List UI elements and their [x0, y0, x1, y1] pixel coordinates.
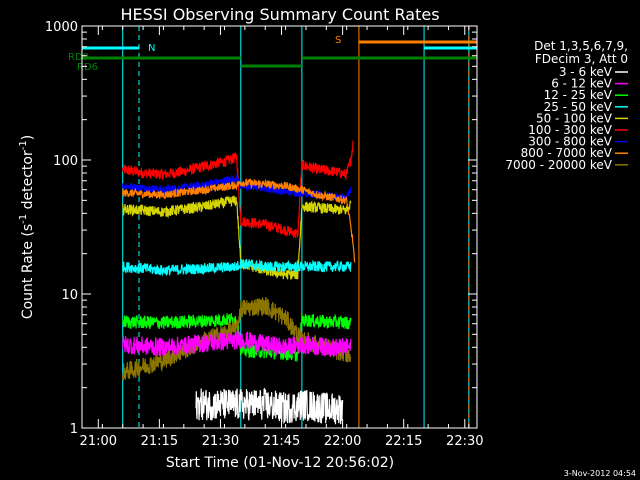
legend-entry-label: 6 - 12 keV: [551, 77, 613, 91]
series-line: [122, 140, 354, 239]
legend-entry-label: 50 - 100 keV: [536, 111, 613, 125]
x-tick-label: 21:00: [80, 434, 117, 449]
legend-entry-label: 800 - 7000 keV: [521, 146, 613, 160]
y-axis-label-sup: -1: [18, 214, 29, 224]
series-line: [122, 258, 352, 277]
series-lines: [122, 140, 356, 425]
x-tick-label: 22:30: [446, 434, 483, 449]
legend-entry-label: 25 - 50 keV: [544, 100, 613, 114]
legend-entry-label: 100 - 300 keV: [528, 123, 612, 137]
flag-bar-label: S: [335, 35, 341, 46]
legend-entry-label: 12 - 25 keV: [544, 88, 613, 102]
flag-bar-label: RD6: [77, 62, 98, 73]
legend-header-line: FDecim 3, Att 0: [535, 52, 628, 66]
y-axis-label-part: ): [20, 135, 36, 140]
y-axis: 1 10 100 1000: [45, 20, 477, 437]
x-tick-label: 22:00: [324, 434, 361, 449]
x-tick-label: 21:30: [202, 434, 239, 449]
y-tick-label: 1: [70, 422, 78, 437]
marker-lines: [122, 26, 470, 428]
x-axis: 21:00 21:15 21:30 21:45 22:00 22:15 22:30: [80, 26, 484, 449]
y-axis-label: Count Rate (s-1 detector-1): [18, 135, 36, 319]
y-tick-label: 1000: [45, 20, 78, 35]
series-line: [122, 195, 352, 280]
flag-bar-label: RD0: [68, 52, 89, 63]
series-line: [195, 387, 344, 425]
flag-bar-label: N: [148, 43, 155, 54]
legend: Det 1,3,5,6,7,9, FDecim 3, Att 0 3 - 6 k…: [505, 39, 628, 172]
x-axis-label: Start Time (01-Nov-12 20:56:02): [166, 455, 394, 471]
x-tick-label: 21:45: [263, 434, 300, 449]
legend-header-line: Det 1,3,5,6,7,9,: [534, 39, 628, 53]
y-axis-label-part: detector: [20, 150, 36, 214]
legend-entry-label: 3 - 6 keV: [559, 65, 613, 79]
y-axis-label-part: Count Rate (s: [20, 224, 36, 319]
y-tick-label: 10: [61, 288, 78, 303]
legend-entry-label: 7000 - 20000 keV: [505, 158, 612, 172]
plot-frame: [81, 25, 478, 429]
y-axis-label-sup: -1: [18, 140, 29, 150]
x-tick-label: 22:15: [385, 434, 422, 449]
x-tick-label: 21:15: [141, 434, 178, 449]
legend-entry-label: 300 - 800 keV: [528, 135, 612, 149]
y-tick-label: 100: [53, 154, 78, 169]
series-line: [122, 174, 352, 202]
series-line: [122, 329, 352, 357]
chart-title: HESSI Observing Summary Count Rates: [120, 5, 439, 24]
footer-date: 3-Nov-2012 04:54: [564, 469, 636, 478]
series-line: [122, 177, 356, 263]
